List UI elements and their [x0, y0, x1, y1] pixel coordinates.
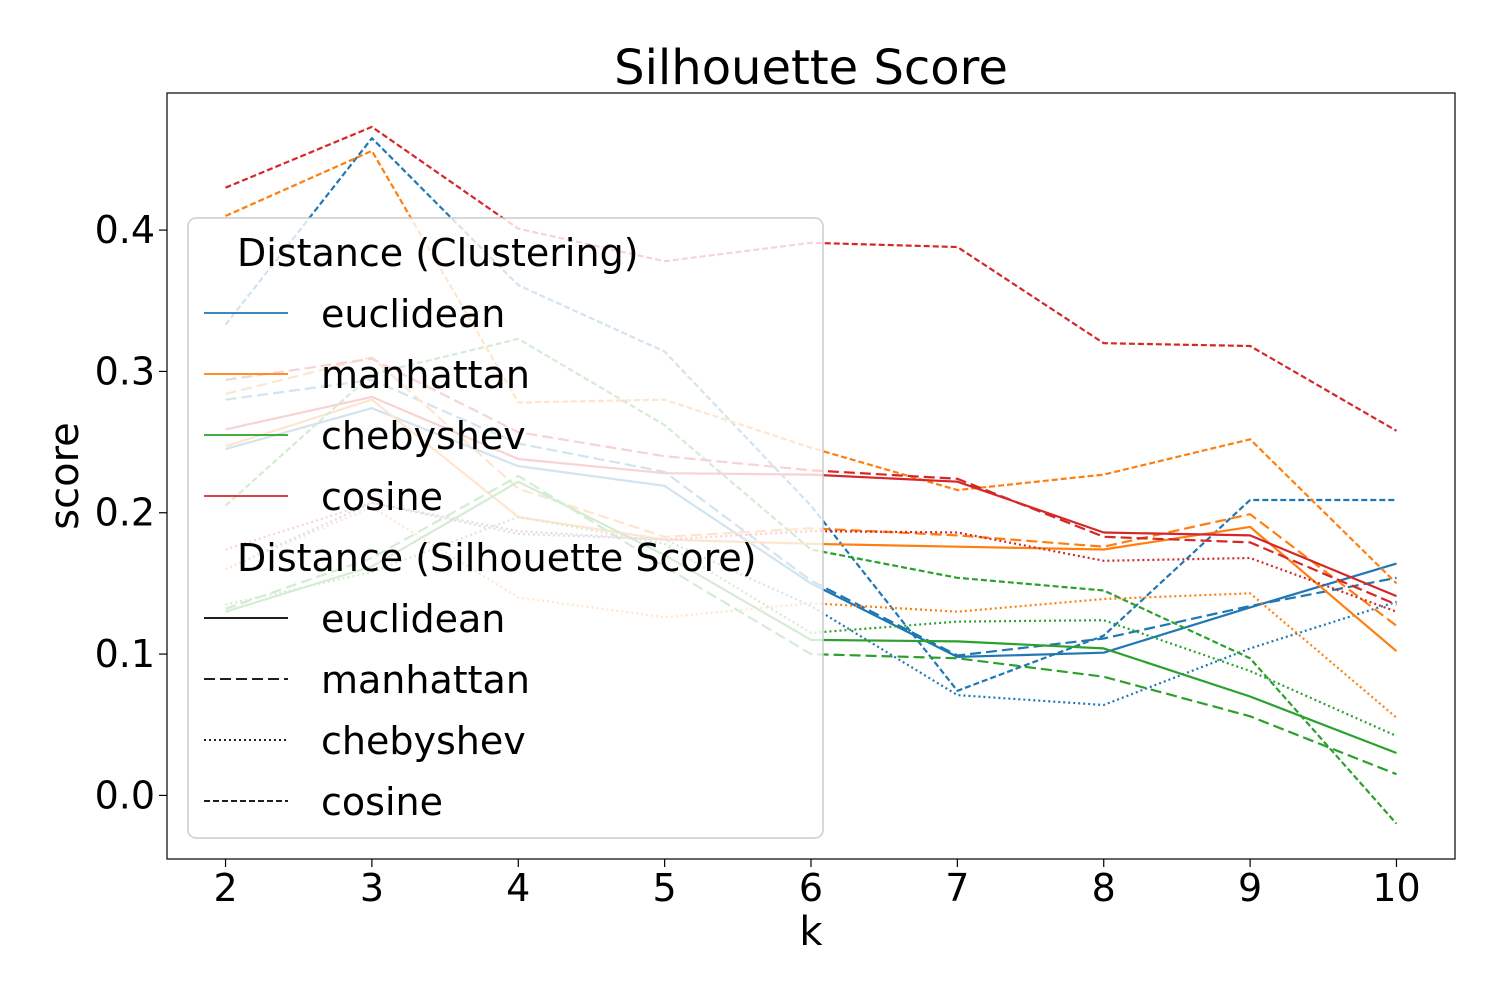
legend-section-title: Distance (Silhouette Score)	[237, 536, 757, 580]
x-tick-label: 8	[1092, 866, 1116, 910]
legend-label-euclidean: euclidean	[321, 292, 505, 336]
legend-items: Distance (Clustering) euclidean manhattan c…	[204, 231, 757, 824]
x-tick-label: 9	[1238, 866, 1262, 910]
y-tick-label: 0.4	[95, 208, 155, 252]
y-tick-label: 0.1	[95, 632, 155, 676]
x-ticks: 2 3 4 5 6 7 8 9 10	[213, 859, 1421, 910]
series-line-euclidean-cosine	[224, 137, 1397, 692]
legend-label-chebyshev: chebyshev	[321, 719, 526, 763]
x-tick-label: 2	[213, 866, 237, 910]
legend-section-title: Distance (Clustering)	[237, 231, 639, 275]
x-tick-label: 3	[360, 866, 384, 910]
y-axis-label: score	[42, 422, 88, 529]
legend-label-manhattan: manhattan	[321, 658, 530, 702]
y-ticks: 0.0 0.1 0.2 0.3 0.4	[95, 208, 167, 817]
legend-label-euclidean: euclidean	[321, 597, 505, 641]
legend-label-manhattan: manhattan	[321, 353, 530, 397]
legend-box	[187, 217, 824, 839]
x-tick-label: 4	[506, 866, 530, 910]
x-axis-label: k	[799, 909, 823, 955]
legend: Distance (Clustering) euclidean manhattan c…	[187, 217, 824, 839]
legend-label-cosine: cosine	[321, 780, 443, 824]
x-tick-label: 5	[653, 866, 677, 910]
y-tick-label: 0.2	[95, 491, 155, 535]
chart-title: Silhouette Score	[614, 40, 1008, 96]
legend-label-chebyshev: chebyshev	[321, 414, 526, 458]
x-tick-label: 7	[945, 866, 969, 910]
y-tick-label: 0.0	[95, 773, 155, 817]
legend-label-cosine: cosine	[321, 475, 443, 519]
y-tick-label: 0.3	[95, 349, 155, 393]
x-tick-label: 6	[799, 866, 823, 910]
x-tick-label: 10	[1372, 866, 1420, 910]
